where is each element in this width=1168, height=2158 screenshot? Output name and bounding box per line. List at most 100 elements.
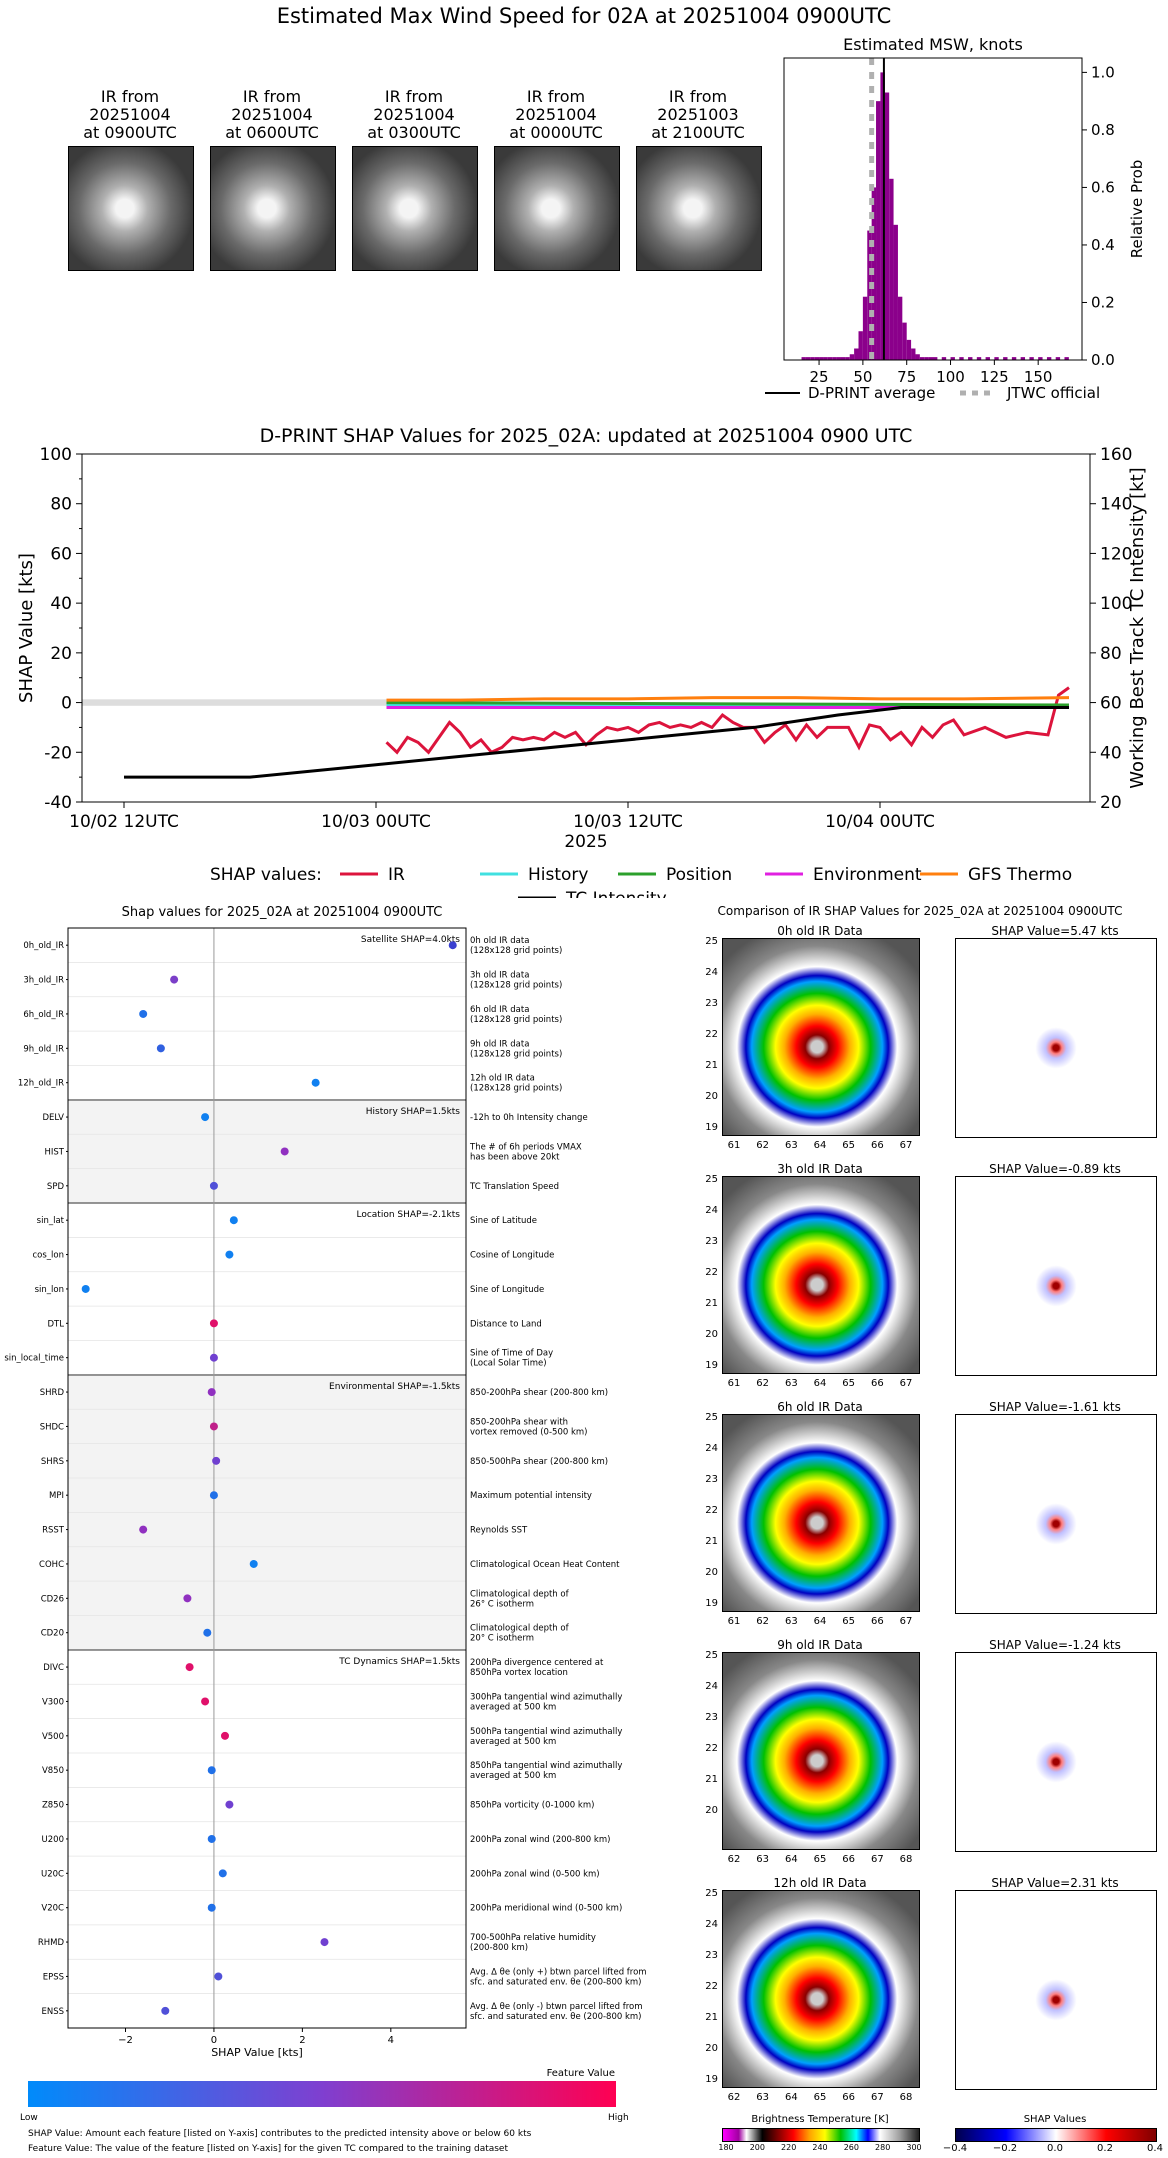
hist-bar (924, 357, 929, 360)
msw-histogram-chart: Estimated MSW, knots 25 50 75 100 125 150 0.0 0.… (765, 35, 1146, 402)
ir-panel-xtick-label: 64 (784, 1854, 798, 1865)
ir-panel-image (722, 938, 920, 1136)
hist-ytick-label: 0.4 (1091, 236, 1115, 254)
ts-title: D-PRINT SHAP Values for 2025_02A: update… (260, 425, 913, 447)
ir-panel-ytick-label: 20 (705, 1805, 718, 1816)
feature-xtick-label: 4 (388, 2035, 394, 2046)
feature-name: SHRS (41, 1457, 64, 1467)
ir-panel-xtick-label: 63 (756, 1854, 770, 1865)
feature-shap-dot (183, 1594, 192, 1603)
ts-ylabel: SHAP Value [kts] (16, 553, 37, 703)
ir-panel-ytick-label: 22 (705, 1505, 718, 1516)
bt-colorbar-tick: 280 (875, 2143, 891, 2152)
ir-panel-ytick-label: 22 (705, 1981, 718, 1992)
feature-description: 20° C isotherm (470, 1634, 534, 1644)
feature-shap-dot (185, 1663, 194, 1672)
feature-shap-dot (229, 1216, 238, 1225)
ir-panel-xtick-label: 65 (842, 1616, 856, 1627)
legend-label: GFS Thermo (968, 865, 1072, 885)
ir-panel-xtick-label: 66 (870, 1616, 884, 1627)
ir-panel-ytick-label: 23 (705, 1474, 718, 1485)
hist-bar (832, 357, 837, 360)
feature-shap-dot (139, 1525, 148, 1534)
feature-name: sin_lon (35, 1285, 64, 1295)
ir-panel-image (722, 1414, 920, 1612)
colorbar-title: Feature Value (547, 2068, 615, 2079)
group-shade (68, 1099, 466, 1203)
feature-description: 850hPa vorticity (0-1000 km) (470, 1801, 594, 1811)
hist-bar (1020, 357, 1026, 360)
feature-description: sfc. and saturated env. θe (200-800 km) (470, 1977, 642, 1987)
hist-ytick-label: 0.6 (1091, 178, 1115, 196)
legend-label: Position (666, 865, 732, 885)
bt-colorbar-tick: 220 (781, 2143, 797, 2152)
ts-y2tick-label: 100 (1100, 594, 1132, 614)
ir-thumb-label: IR from 20251004 at 0300UTC (367, 87, 461, 142)
feature-description: -12h to 0h Intensity change (470, 1113, 588, 1123)
page-title: Estimated Max Wind Speed for 02A at 2025… (276, 4, 892, 28)
feature-shap-dot (207, 1388, 216, 1397)
hist-bar (827, 357, 833, 360)
zero-band (82, 699, 387, 706)
feature-description: Climatological Ocean Heat Content (470, 1560, 620, 1570)
feature-description: Sine of Longitude (470, 1285, 544, 1295)
hist-bar (845, 357, 850, 360)
feature-description: averaged at 500 km (470, 1737, 556, 1747)
footnote-feature: Feature Value: The value of the feature … (28, 2144, 508, 2154)
feature-description: averaged at 500 km (470, 1771, 556, 1781)
ts-ytick-label: 0 (61, 694, 72, 714)
feature-description: 26° C isotherm (470, 1599, 534, 1609)
hist-bar (862, 296, 868, 360)
ir-panel-xtick-label: 67 (870, 2092, 884, 2103)
ir-panel-xtick-label: 65 (842, 1378, 856, 1389)
hist-bar (819, 357, 824, 360)
hist-bar (1029, 357, 1034, 360)
bt-colorbar-tick: 300 (906, 2143, 922, 2152)
feature-description: (128x128 grid points) (470, 1084, 562, 1094)
ir-panel-xtick-label: 65 (813, 1854, 827, 1865)
feature-description: 200hPa divergence centered at (470, 1658, 604, 1668)
feature-shap-dot (214, 1972, 223, 1981)
feature-shap-dot (212, 1456, 221, 1465)
ir-panel-xtick-label: 64 (813, 1616, 827, 1627)
hist-bar (976, 357, 982, 360)
feature-shap-dot (201, 1697, 210, 1706)
ir-panel-ytick-label: 24 (705, 1205, 718, 1216)
ir-panel-xtick-label: 62 (727, 2092, 741, 2103)
hist-bar (959, 357, 964, 360)
shap-panel-title: SHAP Value=-1.24 kts (989, 1638, 1121, 1652)
ir-panel-xtick-label: 63 (756, 2092, 770, 2103)
feature-colorbar (28, 2081, 616, 2107)
ir-panel-xtick-label: 65 (842, 1140, 856, 1151)
ts-y2tick-label: 20 (1100, 793, 1122, 813)
group-label: History SHAP=1.5kts (366, 1107, 461, 1117)
comparison-title: Comparison of IR SHAP Values for 2025_02… (717, 904, 1123, 918)
feature-description: TC Translation Speed (469, 1182, 559, 1192)
feature-shap-dot (207, 1903, 216, 1912)
legend-label: TC Intensity (565, 889, 667, 898)
shap-panel-image (955, 1652, 1157, 1852)
ir-panel-ytick-label: 19 (705, 1598, 718, 1609)
shap-panel-title: SHAP Value=-0.89 kts (989, 1162, 1121, 1176)
feature-shap-dot (209, 1181, 218, 1190)
feature-shap-dot (225, 1250, 234, 1259)
feature-shap-dot (207, 1766, 216, 1775)
hist-bar (928, 357, 933, 360)
feature-shap-dot (225, 1800, 234, 1809)
hist-title: Estimated MSW, knots (843, 35, 1023, 54)
feature-name: ENSS (41, 2007, 64, 2017)
ts-ytick-label: -20 (44, 743, 72, 763)
ts-y2tick-label: 60 (1100, 694, 1122, 714)
legend-jtwc-label: JTWC official (1006, 384, 1100, 402)
bt-colorbar-title: Brightness Temperature [K] (751, 2114, 889, 2125)
shap-panel-image (955, 1414, 1157, 1614)
ir-panel-xtick-label: 64 (813, 1378, 827, 1389)
feature-description: Climatological depth of (470, 1589, 570, 1599)
group-label: Environmental SHAP=-1.5kts (329, 1382, 460, 1392)
ir-panel-ytick-label: 23 (705, 1236, 718, 1247)
ir-panel-ytick-label: 21 (705, 1774, 718, 1785)
feature-description: Maximum potential intensity (470, 1491, 592, 1501)
ts-ytick-label: 100 (40, 445, 72, 465)
shap-colorbar-tick: −0.4 (942, 2143, 968, 2154)
hist-bar (1046, 357, 1052, 360)
